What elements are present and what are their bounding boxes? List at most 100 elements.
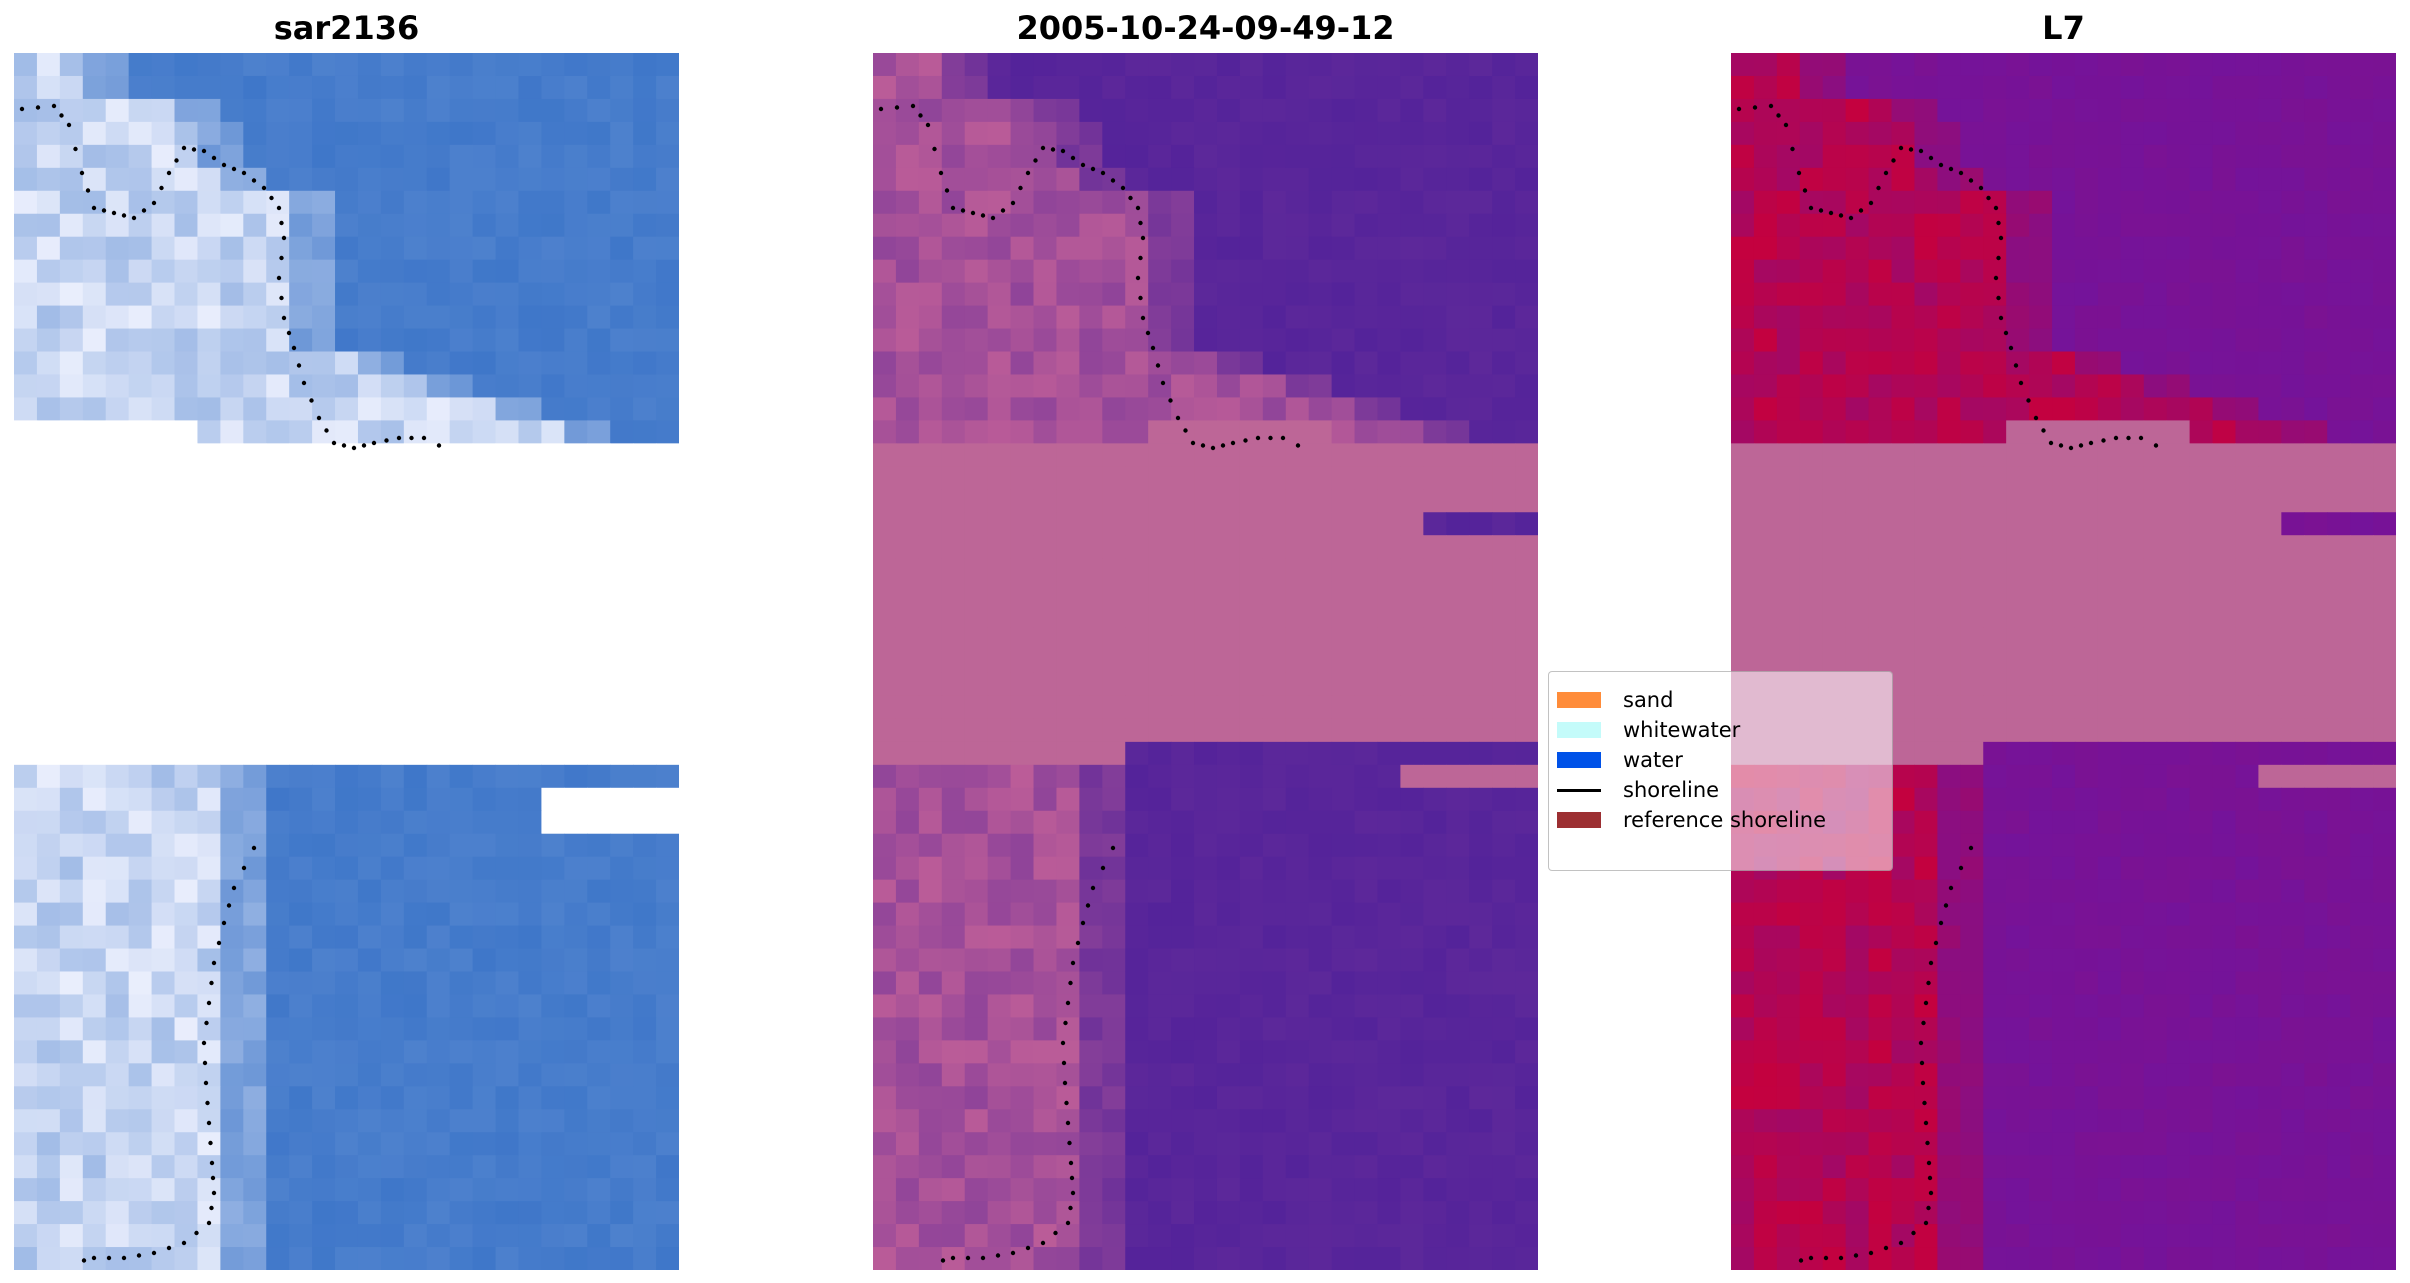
- shoreline-dot: [2003, 330, 2009, 336]
- image-pixel: [541, 374, 565, 398]
- image-pixel: [472, 420, 497, 444]
- shoreline-dot: [331, 440, 337, 446]
- image-pixel: [587, 305, 611, 330]
- image-pixel: [633, 764, 657, 789]
- shoreline-dot: [1085, 903, 1091, 908]
- image-pixel: [105, 144, 130, 169]
- image-pixel: [312, 833, 336, 858]
- image-pixel: [14, 98, 38, 123]
- image-pixel: [357, 98, 382, 123]
- image-pixel: [1125, 167, 1149, 192]
- image-pixel: [472, 121, 497, 146]
- image-pixel: [472, 810, 497, 835]
- image-pixel: [220, 856, 244, 881]
- image-pixel: [541, 420, 565, 444]
- shoreline-dot: [211, 960, 217, 966]
- image-pixel: [105, 374, 130, 398]
- image-pixel: [357, 167, 382, 192]
- image-pixel: [1148, 282, 1172, 307]
- image-pixel: [357, 420, 382, 444]
- image-pixel: [518, 1086, 542, 1110]
- image-pixel: [426, 925, 451, 949]
- image-pixel: [197, 604, 221, 628]
- image-pixel: [918, 144, 943, 169]
- image-pixel: [335, 902, 359, 927]
- image-pixel: [335, 53, 359, 77]
- shoreline-dot: [206, 1000, 212, 1006]
- shoreline-dot: [1920, 1080, 1926, 1086]
- image-pixel: [220, 236, 244, 261]
- image-pixel: [495, 627, 519, 651]
- image-pixel: [449, 810, 474, 835]
- image-pixel: [289, 971, 313, 995]
- image-pixel: [426, 856, 451, 881]
- shoreline-dot: [1230, 440, 1236, 446]
- image-pixel: [82, 443, 107, 467]
- shoreline-dot: [121, 213, 127, 218]
- image-pixel: [610, 397, 634, 421]
- image-pixel: [312, 259, 336, 284]
- image-pixel: [105, 695, 130, 720]
- image-pixel: [1400, 259, 1424, 284]
- image-pixel: [380, 810, 405, 835]
- image-pixel: [610, 741, 634, 766]
- image-pixel: [335, 420, 359, 444]
- image-pixel: [151, 121, 175, 146]
- image-pixel: [59, 466, 84, 490]
- image-pixel: [1194, 190, 1218, 215]
- image-pixel: [426, 902, 451, 927]
- image-pixel: [105, 650, 130, 674]
- image-pixel: [587, 213, 611, 238]
- image-pixel: [357, 1040, 382, 1064]
- shoreline-dot: [1923, 1220, 1929, 1226]
- classification-panel: [873, 53, 1538, 1270]
- image-pixel: [105, 1178, 130, 1202]
- image-pixel: [449, 1224, 474, 1248]
- image-pixel: [518, 695, 542, 720]
- image-pixel: [289, 581, 313, 605]
- image-pixel: [357, 53, 382, 77]
- image-pixel: [266, 1017, 290, 1041]
- image-pixel: [289, 190, 313, 215]
- image-pixel: [197, 741, 221, 766]
- image-pixel: [105, 718, 130, 743]
- image-pixel: [403, 1201, 428, 1225]
- image-pixel: [987, 167, 1012, 192]
- image-pixel: [633, 1109, 657, 1133]
- image-pixel: [426, 236, 451, 261]
- image-pixel: [564, 305, 588, 330]
- image-pixel: [1377, 190, 1401, 215]
- image-pixel: [105, 902, 130, 927]
- image-pixel: [357, 305, 382, 330]
- image-pixel: [495, 902, 519, 927]
- image-pixel: [105, 672, 130, 697]
- image-pixel: [449, 535, 474, 559]
- image-pixel: [426, 121, 451, 146]
- image-pixel: [266, 764, 290, 789]
- image-pixel: [403, 833, 428, 858]
- image-pixel: [335, 397, 359, 421]
- image-pixel: [380, 695, 405, 720]
- image-pixel: [587, 672, 611, 697]
- image-pixel: [472, 741, 497, 766]
- image-pixel: [541, 971, 565, 995]
- image-pixel: [174, 213, 198, 238]
- image-pixel: [1148, 259, 1172, 284]
- image-pixel: [633, 1132, 657, 1156]
- image-pixel: [243, 810, 267, 835]
- shoreline-dot: [91, 205, 97, 211]
- image-pixel: [128, 833, 153, 858]
- image-pixel: [243, 925, 267, 949]
- shoreline-dot: [1928, 155, 1934, 161]
- shoreline-overlay: [1736, 103, 2159, 1263]
- image-pixel: [128, 328, 153, 352]
- image-pixel: [403, 902, 428, 927]
- image-pixel: [1010, 236, 1034, 261]
- image-pixel: [564, 466, 588, 490]
- image-pixel: [941, 282, 966, 307]
- image-pixel: [541, 397, 565, 421]
- image-pixel: [357, 672, 382, 697]
- image-pixel: [128, 1063, 153, 1087]
- image-pixel: [128, 1017, 153, 1041]
- image-pixel: [541, 489, 565, 513]
